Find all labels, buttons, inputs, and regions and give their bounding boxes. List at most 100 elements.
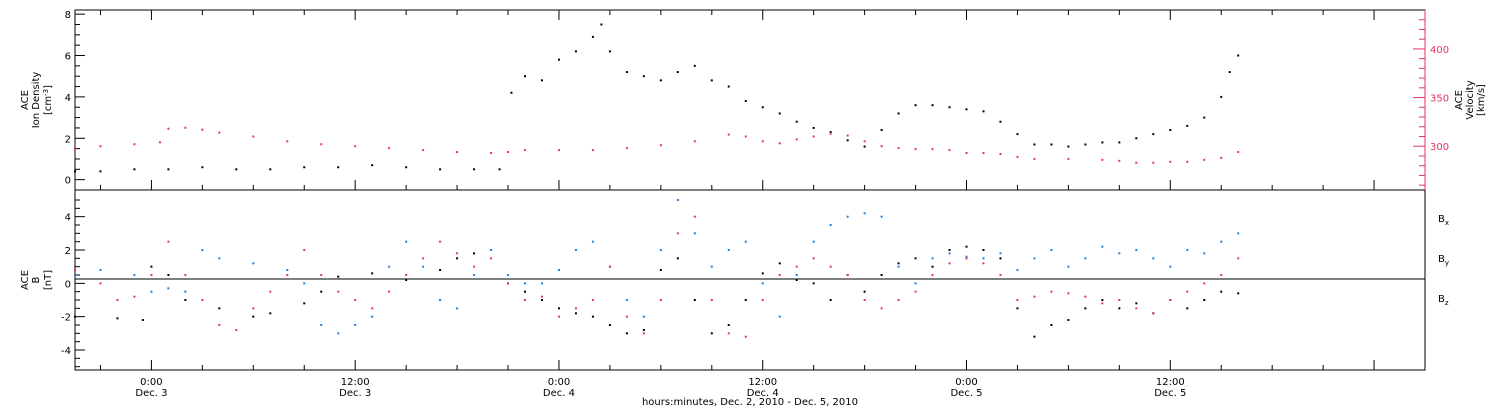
data-point <box>1152 133 1155 136</box>
data-point <box>1169 265 1172 268</box>
data-point <box>591 149 594 152</box>
data-point <box>812 257 815 260</box>
data-point <box>948 252 951 255</box>
data-point <box>982 152 985 155</box>
data-point <box>642 332 645 335</box>
data-point <box>524 282 526 285</box>
data-point <box>99 170 102 173</box>
density-axis-label-line2: Ion Density <box>31 72 42 129</box>
data-point <box>727 249 730 251</box>
data-point <box>1203 116 1206 119</box>
data-point <box>507 282 510 285</box>
x-axis-title: hours:minutes, Dec. 2, 2010 - Dec. 5, 20… <box>642 397 858 408</box>
data-point <box>133 143 136 146</box>
data-point <box>897 147 900 150</box>
density-tick-label: 2 <box>65 134 71 145</box>
data-point <box>608 324 611 326</box>
data-point <box>982 110 985 113</box>
data-point <box>158 141 161 144</box>
bottom-panel-points <box>74 199 1240 338</box>
density-tick-label: 0 <box>65 176 71 187</box>
data-point <box>965 257 968 260</box>
data-point <box>456 307 459 310</box>
data-point <box>1203 252 1206 255</box>
data-point <box>659 144 662 147</box>
data-point <box>473 265 476 268</box>
data-point <box>812 282 815 285</box>
data-point <box>1237 257 1240 260</box>
data-point <box>1152 312 1155 315</box>
density-tick-label: 4 <box>65 93 71 104</box>
data-point <box>812 126 815 129</box>
data-point <box>540 282 543 285</box>
data-point <box>133 168 136 171</box>
data-point <box>897 265 900 268</box>
data-point <box>880 307 883 310</box>
data-point <box>1016 269 1019 271</box>
data-point <box>608 265 611 268</box>
bfield-tick-label: -4 <box>61 346 71 357</box>
velocity-tick-label: 350 <box>1430 94 1449 105</box>
data-point <box>676 257 679 260</box>
data-point <box>218 307 221 310</box>
data-point <box>914 290 917 293</box>
data-point <box>1067 292 1070 295</box>
data-point <box>999 257 1002 260</box>
data-point <box>897 262 900 265</box>
data-point <box>1237 292 1240 295</box>
data-point <box>1033 157 1036 160</box>
data-point <box>863 145 866 148</box>
data-point <box>439 240 442 243</box>
data-point <box>1101 299 1104 301</box>
data-point <box>948 249 951 251</box>
data-point <box>557 269 560 271</box>
data-point <box>1135 302 1138 305</box>
data-point <box>422 265 425 268</box>
data-point <box>863 212 866 215</box>
data-point <box>761 272 764 275</box>
data-point <box>235 168 238 171</box>
data-point <box>1186 160 1189 163</box>
data-point <box>625 147 628 150</box>
data-point <box>1084 143 1087 146</box>
data-point <box>524 290 526 293</box>
data-point <box>99 269 102 271</box>
data-point <box>1033 295 1036 298</box>
data-point <box>1228 71 1231 74</box>
data-point <box>337 290 340 293</box>
data-point <box>829 224 832 226</box>
data-point <box>354 145 357 148</box>
data-point <box>269 312 272 315</box>
data-point <box>1101 245 1104 248</box>
data-point <box>150 265 153 268</box>
data-point <box>931 148 934 151</box>
data-point <box>74 269 76 271</box>
data-point <box>965 255 968 258</box>
data-point <box>693 232 696 235</box>
data-point <box>201 166 204 169</box>
data-point <box>201 249 204 251</box>
data-point <box>659 79 662 82</box>
data-point <box>795 138 798 141</box>
data-point <box>1135 307 1138 310</box>
data-point <box>510 91 513 94</box>
bfield-axis-label-line2: B <box>31 276 42 283</box>
data-point <box>337 275 340 278</box>
data-point <box>286 140 289 143</box>
data-point <box>167 168 170 171</box>
data-point <box>846 139 849 142</box>
data-point <box>931 265 934 268</box>
data-point <box>1237 151 1240 154</box>
density-tick-label: 6 <box>65 52 71 63</box>
data-point <box>744 335 747 338</box>
data-point <box>625 299 628 301</box>
data-point <box>1237 232 1240 235</box>
data-point <box>1101 141 1104 144</box>
data-point <box>795 120 798 123</box>
data-point <box>574 312 577 315</box>
data-point <box>320 324 323 326</box>
magnetic-field-panel <box>74 189 1426 371</box>
data-point <box>184 290 187 293</box>
x-tick-time: 12:00 <box>1156 377 1185 388</box>
